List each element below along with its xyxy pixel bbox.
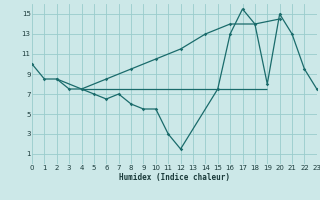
X-axis label: Humidex (Indice chaleur): Humidex (Indice chaleur) <box>119 173 230 182</box>
